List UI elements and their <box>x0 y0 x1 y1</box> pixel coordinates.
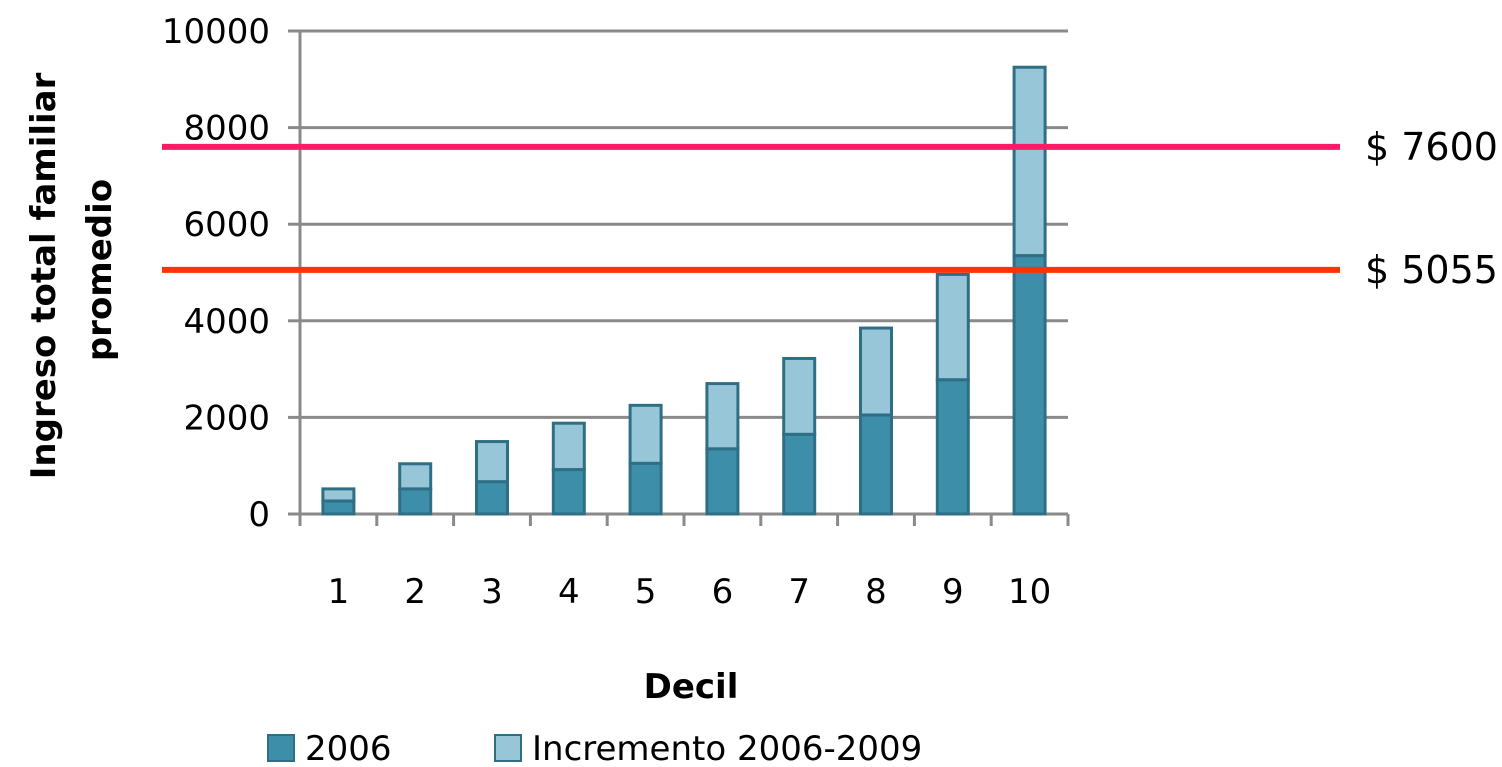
x-tick-label: 5 <box>635 572 657 612</box>
bar-2006 <box>398 487 433 516</box>
bar-2006 <box>628 461 663 516</box>
reference-line-label: $ 7600 <box>1365 125 1498 169</box>
bar-incremento <box>398 462 433 491</box>
legend: 2006 Incremento 2006-2009 <box>267 729 922 767</box>
x-tick-label: 8 <box>865 572 887 612</box>
y-axis-ticks: 0 2000 4000 6000 8000 10000 <box>162 12 300 535</box>
y-axis-title-line-2: promedio <box>80 179 120 361</box>
legend-swatch-2006 <box>267 734 295 762</box>
reference-lines: $ 7600 $ 5055 <box>162 125 1498 292</box>
x-axis-title: Decil <box>644 667 739 707</box>
y-tick-label: 4000 <box>183 302 270 342</box>
bar-2006 <box>859 413 893 516</box>
bar-incremento <box>935 272 970 382</box>
bar-2006 <box>1012 254 1047 516</box>
x-tick-label: 7 <box>788 572 810 612</box>
bar-2006 <box>551 468 586 516</box>
bar-incremento <box>321 487 356 503</box>
bars <box>321 65 1047 516</box>
legend-label-2006: 2006 <box>305 729 392 767</box>
legend-label-incremento: Incremento 2006-2009 <box>532 729 922 767</box>
bar-incremento <box>1012 65 1047 258</box>
bar-incremento <box>551 421 586 472</box>
bar-2006 <box>475 480 509 516</box>
x-tick-label: 1 <box>328 572 350 612</box>
x-tick-label: 6 <box>712 572 734 612</box>
bar-incremento <box>628 403 663 465</box>
bar-2006 <box>782 432 817 516</box>
bar-incremento <box>859 326 893 417</box>
x-axis-ticks: 1 2 3 4 5 6 7 8 9 10 <box>298 514 1070 612</box>
y-tick-label: 0 <box>248 495 270 535</box>
bar-2006 <box>705 447 740 516</box>
x-tick-label: 4 <box>558 572 580 612</box>
y-axis-title-line-1: Ingreso total familiar <box>24 72 64 479</box>
bar-2006 <box>321 499 356 516</box>
bar-2006 <box>935 378 970 516</box>
reference-line-label: $ 5055 <box>1365 248 1498 292</box>
x-tick-label: 9 <box>942 572 964 612</box>
y-tick-label: 8000 <box>183 109 270 149</box>
x-tick-label: 2 <box>404 572 426 612</box>
y-tick-label: 6000 <box>183 205 270 245</box>
y-tick-label: 10000 <box>162 12 270 52</box>
bar-incremento <box>782 356 817 436</box>
bar-incremento <box>705 382 740 451</box>
legend-swatch-incremento <box>494 734 522 762</box>
y-tick-label: 2000 <box>183 398 270 438</box>
bar-incremento <box>475 440 509 484</box>
x-tick-label: 10 <box>1008 572 1051 612</box>
y-axis-title: Ingreso total familiar promedio <box>24 61 120 479</box>
x-tick-label: 3 <box>481 572 503 612</box>
